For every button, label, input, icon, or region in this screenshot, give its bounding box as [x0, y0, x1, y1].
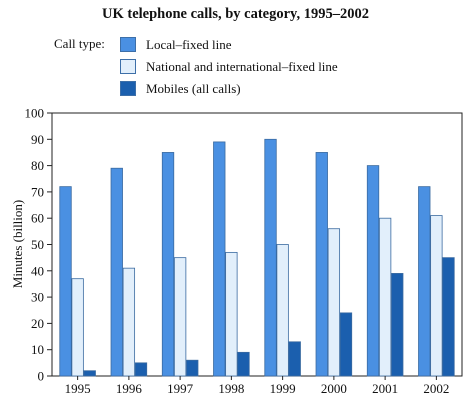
y-tick-label: 20 — [31, 316, 44, 331]
bar-local-1996 — [110, 167, 123, 377]
x-tick-label: 2001 — [372, 381, 398, 396]
bar-national-1999 — [276, 244, 289, 377]
bar-local-1998 — [213, 141, 226, 377]
bar-local-2001 — [366, 165, 380, 377]
y-tick-label: 30 — [31, 290, 44, 305]
y-tick-label: 40 — [31, 263, 44, 278]
legend-caption: Call type: — [54, 36, 105, 51]
bar-mobiles-1996 — [134, 362, 148, 377]
bar-mobiles-2000 — [339, 312, 353, 377]
bar-local-1997 — [161, 152, 175, 377]
legend-swatch-mobiles — [120, 81, 136, 96]
legend-label-mobiles: Mobiles (all calls) — [146, 81, 241, 96]
bar-local-1995 — [59, 186, 72, 377]
x-tick-label: 1999 — [270, 381, 296, 396]
legend-label-national: National and international–fixed line — [146, 59, 338, 74]
y-tick-label: 90 — [31, 132, 44, 147]
legend-swatch-local — [120, 37, 136, 52]
y-tick-label: 80 — [31, 158, 44, 173]
y-tick-label: 100 — [25, 106, 45, 121]
bar-national-1995 — [71, 278, 84, 377]
bar-local-1999 — [264, 138, 277, 377]
bar-local-2002 — [418, 186, 431, 377]
bar-mobiles-1998 — [237, 351, 250, 377]
bar-mobiles-1999 — [288, 341, 301, 377]
x-tick-label: 1997 — [167, 381, 194, 396]
x-tick-label: 2002 — [423, 381, 449, 396]
bar-local-2000 — [315, 152, 328, 377]
y-tick-label: 0 — [38, 369, 45, 384]
bar-mobiles-1995 — [83, 370, 96, 377]
chart-title: UK telephone calls, by category, 1995–20… — [101, 6, 370, 22]
y-tick-label: 10 — [31, 342, 44, 357]
legend-label-local: Local–fixed line — [146, 37, 232, 52]
bar-mobiles-1997 — [186, 359, 199, 377]
bar-national-1997 — [173, 257, 187, 377]
x-tick-label: 1998 — [218, 381, 244, 396]
bar-national-2000 — [327, 228, 341, 377]
x-tick-label: 1996 — [116, 381, 143, 396]
bar-mobiles-2002 — [442, 257, 455, 377]
y-axis-title: Minutes (billion) — [10, 200, 25, 288]
legend-swatch-national — [120, 59, 136, 74]
y-tick-label: 50 — [31, 237, 44, 252]
x-tick-label: 1995 — [65, 381, 91, 396]
bar-mobiles-2001 — [391, 273, 404, 377]
bar-national-2002 — [430, 215, 443, 377]
bar-national-2001 — [378, 217, 392, 377]
y-tick-label: 60 — [31, 211, 44, 226]
bar-national-1996 — [122, 267, 136, 377]
y-tick-label: 70 — [31, 184, 44, 199]
x-tick-label: 2000 — [321, 381, 347, 396]
bar-national-1998 — [225, 251, 238, 377]
